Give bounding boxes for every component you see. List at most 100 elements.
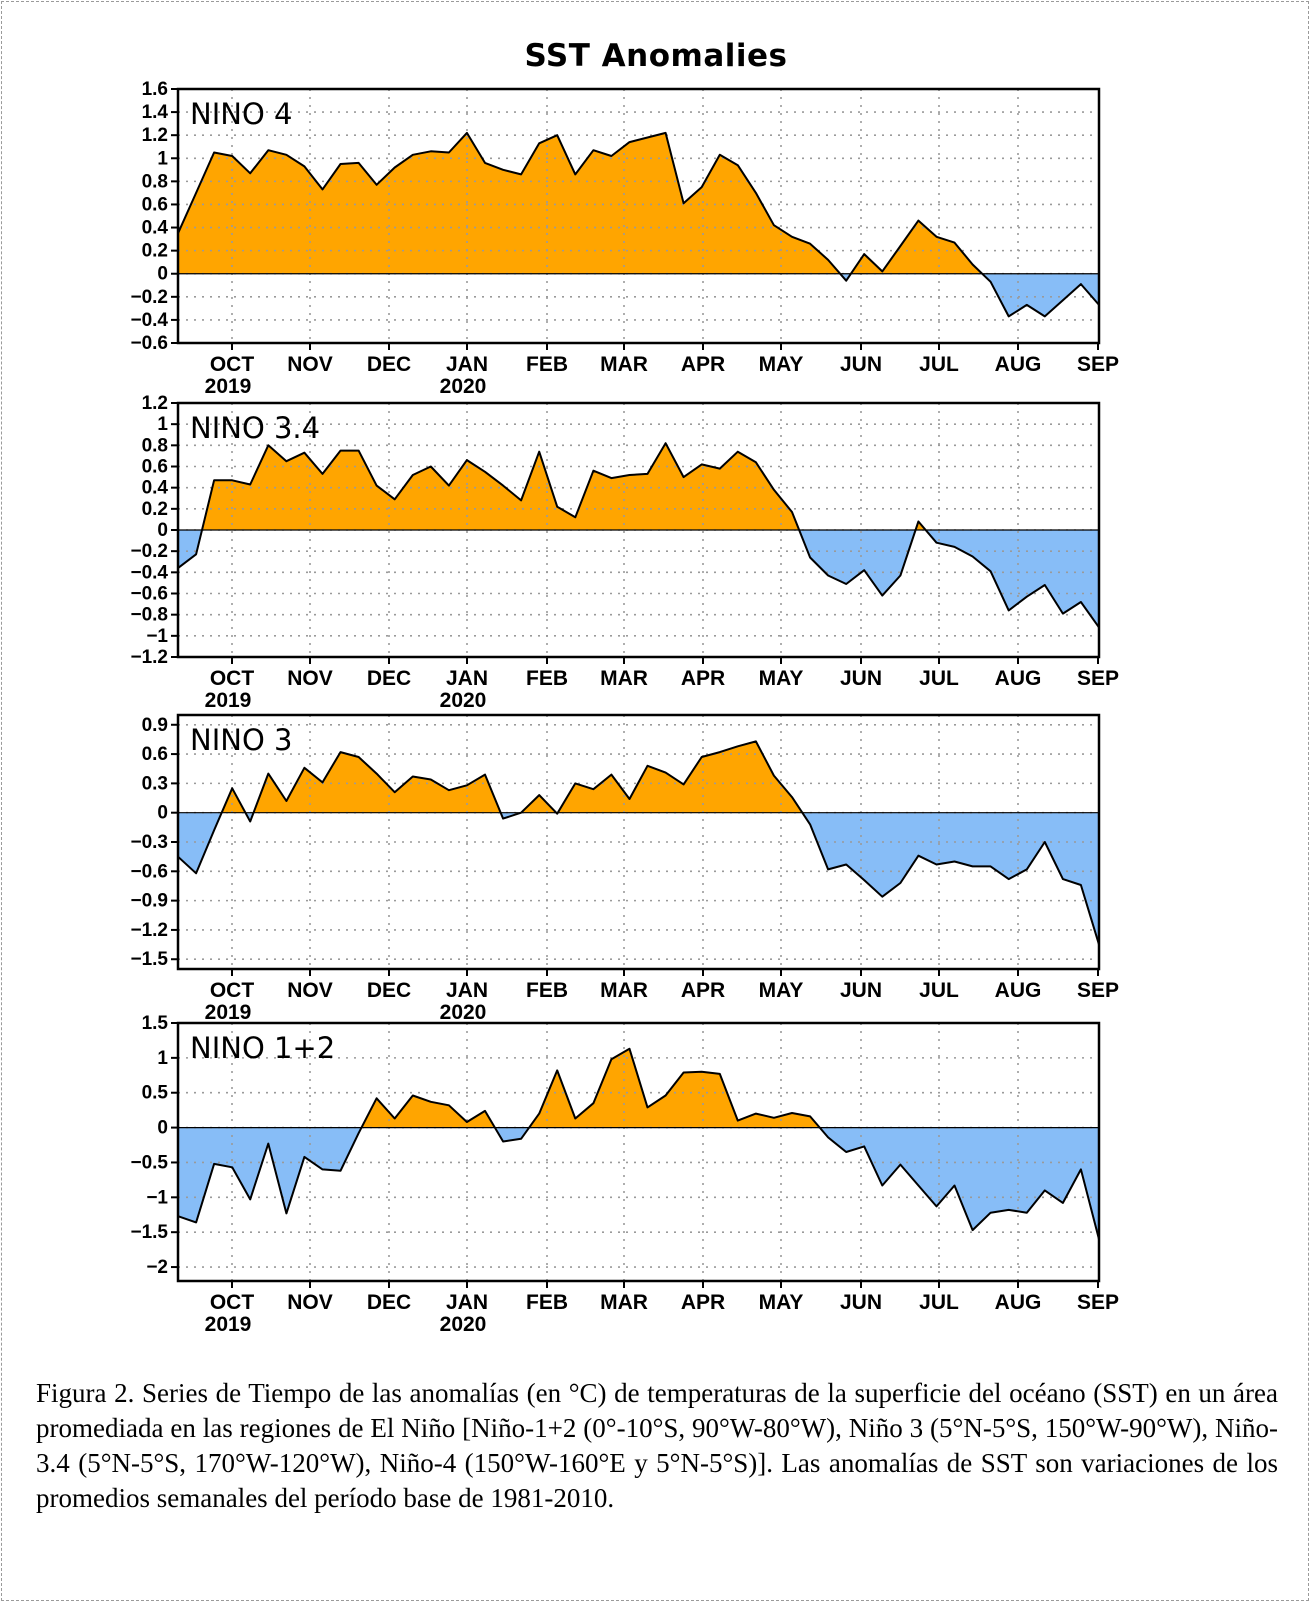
panel-nino-3: 0.9 0.6 0.3 0 −0.3 −0.6 −0.9 −1.2 −1.5 OCT NOV DEC J… [130,713,1119,1024]
x-tick-label: DEC [367,667,411,690]
y-tick-label: 1 [157,414,168,435]
panel-label: NINO 3 [190,723,292,757]
positive-anomaly-area [178,132,1099,274]
x-tick-label: FEB [526,979,568,1002]
y-tick-label: 0 [157,803,168,824]
x-tick-label: JUN [840,979,882,1002]
x-tick-label: MAY [759,667,804,690]
y-tick-label: 0.8 [142,171,168,192]
figure-title: SST Anomalies [524,38,788,74]
x-tick-label: JUL [919,1291,959,1314]
x-tick-label: APR [681,667,725,690]
plot-frame [176,87,1101,345]
y-tick-label: 1.2 [142,393,168,414]
negative-anomaly-area [840,273,1099,317]
x-tick-label: OCT [210,1291,255,1314]
panel-nino-4: 1.61.41.210.80.6 0.40.20−0.2−0.4−0.6 OCT NO… [130,79,1119,398]
y-tick-label: 0.5 [142,1083,169,1104]
x-tick-label: JUL [919,979,959,1002]
y-tick-label: 0 [157,1118,168,1139]
x-tick-label: MAY [759,353,804,376]
x-year-label: 2020 [440,375,487,398]
anomaly-line [177,442,1100,628]
y-tick-label: −1 [146,626,168,647]
x-tick-label: OCT [210,979,255,1002]
x-tick-label: JUN [840,353,882,376]
x-tick-label: JUN [840,667,882,690]
panel-label: NINO 4 [190,97,292,131]
y-tick-label: −0.2 [130,541,168,562]
negative-anomaly-area [178,812,1099,945]
x-tick-label: DEC [367,979,411,1002]
anomaly-line [177,131,1100,318]
y-tick-label: −0.6 [130,333,168,354]
x-tick-label: AUG [995,1291,1042,1314]
y-tick-label: 0.2 [142,499,168,520]
x-tick-label: APR [681,979,725,1002]
x-tick-label: NOV [287,1291,333,1314]
y-tick-label: 0.2 [142,241,168,262]
y-tick-label: −1.5 [130,949,168,970]
x-tick-label: MAY [759,1291,804,1314]
y-tick-label: −0.8 [130,605,168,626]
x-year-label: 2019 [205,1001,252,1024]
x-year-label: 2019 [205,689,252,712]
y-tick-label: −1.5 [130,1222,168,1243]
x-tick-label: MAR [600,667,648,690]
x-tick-label: SEP [1077,353,1119,376]
panel-label: NINO 3.4 [190,411,320,445]
y-tick-label: −0.4 [130,562,168,583]
positive-anomaly-area [221,741,803,813]
plot-frame [176,1021,1101,1283]
y-tick-label: 0.3 [142,773,168,794]
y-tick-label: 0.6 [142,744,168,765]
y-tick-label: 1.6 [142,79,168,100]
anomaly-line [177,1047,1100,1240]
x-tick-label: SEP [1077,979,1119,1002]
y-tick-label: 0.9 [142,715,168,736]
x-tick-label: SEP [1077,667,1119,690]
y-tick-label: 0.8 [142,435,168,456]
x-year-label: 2019 [205,1313,252,1336]
y-tick-label: −0.3 [130,832,168,853]
y-tick-label: −1 [146,1187,168,1208]
x-tick-label: DEC [367,1291,411,1314]
y-tick-label: 1.5 [142,1013,169,1034]
y-tick-label: 0 [157,520,168,541]
x-tick-label: APR [681,353,725,376]
x-tick-label: FEB [526,353,568,376]
y-tick-label: 0.6 [142,194,168,215]
y-tick-label: −1.2 [130,920,168,941]
negative-anomaly-area [178,530,1099,628]
y-tick-label: 0 [157,264,168,285]
y-tick-label: −2 [146,1257,168,1278]
x-tick-label: NOV [287,979,333,1002]
y-tick-label: −1.2 [130,647,168,668]
y-tick-label: 0.4 [142,478,169,499]
x-tick-label: MAR [600,1291,648,1314]
y-tick-label: −0.5 [130,1152,168,1173]
x-tick-label: JUL [919,353,959,376]
x-tick-label: JUL [919,667,959,690]
x-tick-label: MAR [600,979,648,1002]
positive-anomaly-area [361,1048,820,1128]
x-tick-label: NOV [287,667,333,690]
x-tick-label: JAN [446,667,488,690]
x-tick-label: JUN [840,1291,882,1314]
panel-nino-3-4: 1.210.80.60.40.20−0.2−0.4−0.6−0.8−1−1.2 O… [130,393,1119,712]
x-tick-label: AUG [995,353,1042,376]
y-tick-label: −0.6 [130,861,168,882]
x-year-label: 2020 [440,1001,487,1024]
x-year-label: 2019 [205,375,252,398]
x-tick-label: SEP [1077,1291,1119,1314]
x-year-label: 2020 [440,1313,487,1336]
y-tick-label: 0.6 [142,457,168,478]
x-year-label: 2020 [440,689,487,712]
x-tick-label: AUG [995,667,1042,690]
y-tick-label: 1 [157,148,168,169]
y-tick-label: 1.4 [142,102,169,123]
x-tick-label: MAR [600,353,648,376]
y-tick-label: 1 [157,1048,168,1069]
